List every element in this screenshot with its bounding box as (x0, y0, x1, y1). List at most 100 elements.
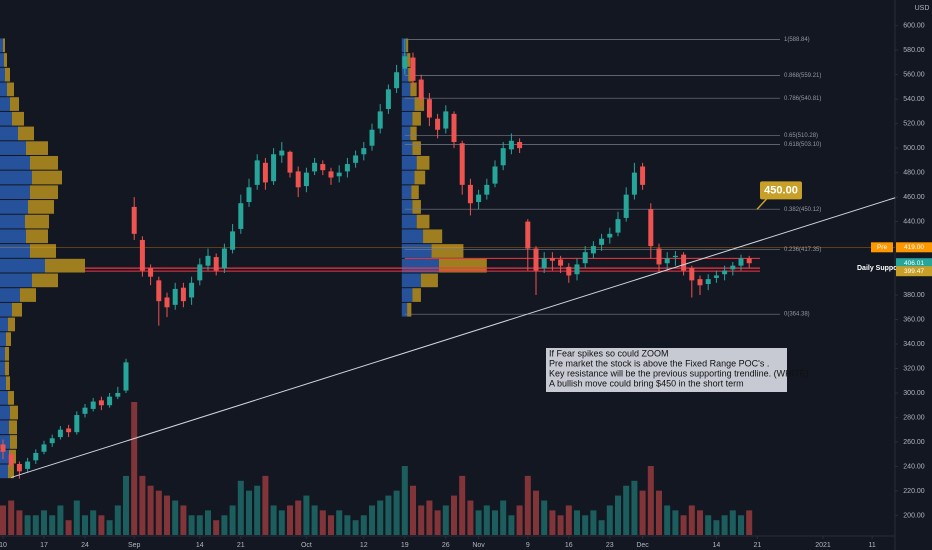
candle-body (336, 172, 342, 177)
fib-label: 0(364.38) (784, 312, 810, 318)
profile-up (401, 244, 432, 258)
volume-bar (369, 505, 375, 535)
candle-body (221, 248, 227, 269)
volume-bar (639, 490, 646, 535)
volume-bar (565, 505, 572, 535)
profile-down (8, 317, 15, 332)
profile-up (0, 332, 6, 346)
y-tick-label: 440.00 (903, 218, 925, 225)
volume-bar (172, 500, 179, 535)
candle-body (426, 99, 432, 118)
profile-down (28, 200, 54, 214)
candle-body (599, 238, 605, 245)
candle-body (730, 265, 736, 270)
volume-bar (738, 515, 744, 535)
y-tick-label: 200.00 (903, 512, 925, 519)
profile-up (0, 244, 30, 258)
x-tick-label: 17 (40, 542, 48, 549)
profile-up (0, 82, 7, 97)
volume-bar (410, 485, 416, 535)
candle-body (467, 184, 473, 204)
candle-body (549, 258, 555, 261)
candle-body (156, 280, 162, 302)
volume-bar (664, 505, 671, 535)
profile-up (401, 302, 408, 317)
price-tag-value: 406.01 (904, 260, 924, 267)
profile-down (423, 229, 443, 244)
profile-up (401, 111, 413, 126)
volume-bar (41, 510, 47, 535)
y-tick-label: 360.00 (903, 316, 925, 323)
x-tick-label: 12 (360, 542, 368, 549)
x-tick-label: 19 (401, 542, 409, 549)
volume-bar (483, 505, 490, 535)
candle-body (410, 57, 416, 81)
profile-down (10, 435, 17, 449)
volume-bar (65, 520, 72, 535)
volume-bar (721, 515, 728, 535)
volume-bar (500, 500, 507, 535)
profile-up (0, 53, 4, 67)
price-tag-value: 399.47 (904, 268, 924, 275)
y-tick-label: 380.00 (903, 292, 925, 299)
price-tag-label-box (871, 242, 893, 253)
candle-body (189, 282, 195, 298)
volume-bar (196, 515, 203, 535)
volume-bar (336, 510, 343, 535)
profile-up (401, 288, 413, 302)
candle-body (476, 194, 482, 203)
fib-label: 0.382(450.12) (784, 207, 821, 213)
fib-label: 0.786(540.81) (784, 96, 821, 102)
candle-body (369, 129, 375, 146)
candle-body (49, 438, 55, 444)
volume-bar (508, 515, 515, 535)
profile-up (401, 126, 411, 141)
profile-up (0, 464, 8, 479)
candle-body (394, 72, 400, 89)
fib-label: 0.868(559.21) (784, 73, 821, 79)
y-tick-label: 340.00 (903, 341, 925, 348)
candle-body (238, 203, 244, 229)
y-tick-label: 600.00 (903, 23, 925, 30)
candle-body (681, 254, 687, 271)
volume-bar (697, 510, 703, 535)
profile-up (0, 97, 10, 111)
profile-up (401, 82, 411, 97)
profile-down (4, 53, 7, 67)
y-tick-label: 320.00 (903, 365, 925, 372)
volume-bar (459, 475, 466, 535)
y-tick-label: 520.00 (903, 120, 925, 127)
profile-down (30, 185, 58, 200)
volume-bar (434, 510, 441, 535)
volume-bar (49, 515, 56, 535)
volume-bar (426, 500, 433, 535)
volume-bar (360, 515, 367, 535)
profile-up (0, 141, 26, 155)
candle-body (435, 118, 441, 130)
x-tick-label: 16 (565, 542, 573, 549)
candle-body (672, 255, 678, 258)
profile-up (0, 170, 32, 185)
profile-up (0, 111, 12, 126)
volume-bar (254, 485, 261, 535)
candle-body (443, 111, 449, 129)
volume-bar (631, 480, 638, 535)
candle-body (107, 396, 113, 406)
volume-bar (24, 515, 31, 535)
volume-bar (229, 505, 236, 535)
candle-body (139, 239, 145, 271)
profile-down (12, 111, 24, 126)
profile-down (6, 376, 10, 391)
candle-body (205, 255, 211, 266)
profile-down (420, 273, 438, 288)
volume-bar (319, 510, 326, 535)
candle-body (574, 264, 580, 275)
profile-up (0, 361, 5, 376)
profile-up (401, 155, 417, 170)
volume-bar (328, 515, 334, 535)
profile-up (0, 376, 6, 391)
volume-bar (114, 505, 121, 535)
candle-body (295, 171, 301, 188)
